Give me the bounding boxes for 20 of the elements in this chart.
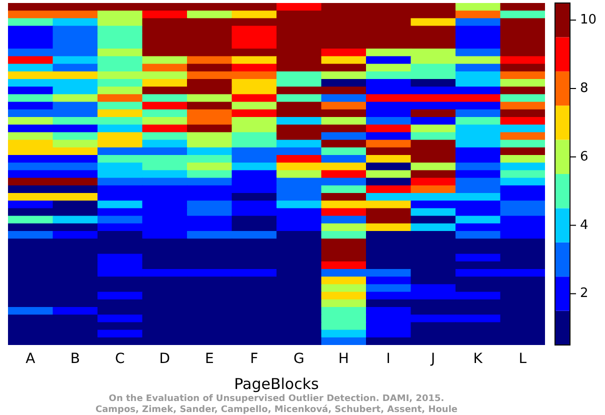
x-tick-label: F [250, 350, 258, 367]
x-tick-label: A [26, 350, 36, 367]
text: Campos, Zimek, Sander, Campello, Micenková, Schubert, Assent, Houle [95, 404, 458, 415]
x-tick-label: I [386, 350, 390, 367]
color-bar-label: 6 [580, 149, 588, 164]
color-bar-label: 10 [580, 12, 597, 28]
x-tick-label: E [204, 350, 214, 367]
x-tick-label: H [338, 350, 349, 367]
x-tick-label: J [430, 350, 436, 367]
x-tick-label: D [159, 350, 170, 367]
color-bar-label: 8 [580, 81, 588, 96]
x-tick-label: G [293, 350, 304, 367]
x-tick-label: C [114, 350, 125, 367]
x-tick-label: L [518, 350, 527, 367]
x-axis-title: PageBlocks [234, 375, 320, 393]
x-tick-label: K [473, 350, 484, 367]
color-bar-label: 2 [580, 286, 588, 302]
text: On the Evaluation of Unsupervised Outlier Detection. DAMI, 2015. [108, 394, 444, 404]
color-bar-label: 4 [580, 218, 588, 233]
x-tick-label: B [70, 350, 80, 367]
